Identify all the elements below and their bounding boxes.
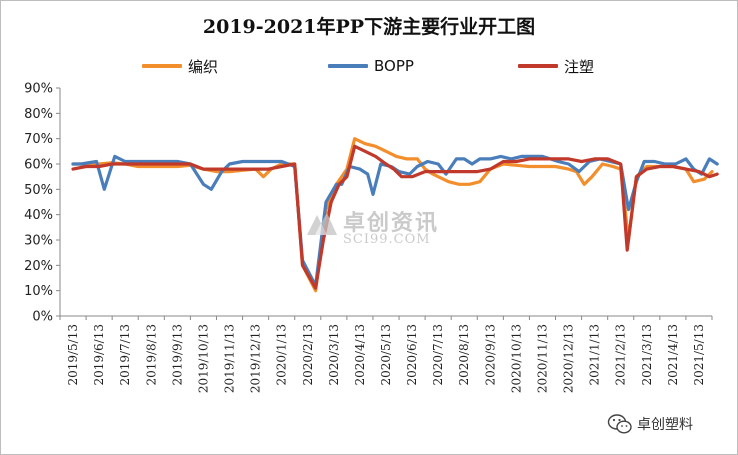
x-tick-label: 2019/9/13 — [170, 324, 184, 386]
watermark-logo-icon — [307, 213, 337, 235]
y-tick-label: 70% — [24, 132, 53, 147]
y-tick-label: 40% — [24, 208, 53, 223]
y-tick-label: 90% — [24, 82, 53, 97]
legend-label-bopp: BOPP — [374, 57, 414, 75]
footer-brand-label: 卓创塑料 — [637, 417, 693, 433]
x-tick-label: 2019/8/13 — [144, 324, 158, 386]
legend-swatch-weaving — [142, 64, 182, 68]
x-tick-label: 2020/5/13 — [379, 324, 393, 386]
x-tick-label: 2020/7/13 — [431, 324, 445, 386]
x-tick-label: 2019/7/13 — [118, 324, 132, 386]
x-tick-label: 2021/2/13 — [614, 324, 628, 386]
x-tick-label: 2020/2/13 — [301, 324, 315, 386]
x-tick-label: 2020/3/13 — [327, 324, 341, 386]
x-tick-label: 2021/5/13 — [692, 324, 706, 386]
y-tick-label: 80% — [24, 107, 53, 122]
y-tick-label: 50% — [24, 183, 53, 198]
legend-swatch-injection — [518, 64, 558, 68]
legend-label-weaving: 编织 — [188, 57, 219, 76]
chart-title: 2019-2021年PP下游主要行业开工图 — [202, 16, 536, 38]
x-tick-label: 2020/12/13 — [562, 324, 576, 393]
x-tick-label: 2021/1/13 — [588, 324, 602, 386]
x-tick-label: 2020/1/13 — [275, 324, 289, 386]
legend-item-bopp: BOPP — [328, 56, 414, 76]
x-tick-label: 2020/8/13 — [457, 324, 471, 386]
x-tick-label: 2019/5/13 — [66, 324, 80, 386]
x-tick-label: 2020/9/13 — [483, 324, 497, 386]
x-tick-label: 2019/6/13 — [92, 324, 106, 386]
x-tick-label: 2019/11/13 — [223, 324, 237, 393]
x-tick-label: 2020/10/13 — [509, 324, 523, 393]
legend-item-weaving: 编织 — [142, 56, 218, 76]
watermark-site: SCI99.COM — [343, 232, 431, 247]
x-tick-label: 2021/4/13 — [666, 324, 680, 386]
y-tick-label: 10% — [24, 284, 53, 299]
x-tick-label: 2020/11/13 — [535, 324, 549, 393]
x-tick-label: 2020/4/13 — [353, 324, 367, 386]
wechat-icon — [607, 414, 632, 434]
footer-brand: 卓创塑料 — [607, 413, 693, 435]
x-tick-label: 2020/6/13 — [405, 324, 419, 386]
y-tick-label: 60% — [24, 158, 53, 173]
x-tick-label: 2019/10/13 — [196, 324, 210, 393]
x-tick-label: 2019/12/13 — [249, 324, 263, 393]
y-tick-label: 0% — [32, 310, 53, 325]
series-line-injection — [71, 144, 719, 290]
chart-legend: 编织 BOPP 注塑 — [0, 56, 738, 76]
legend-label-injection: 注塑 — [564, 57, 595, 76]
legend-item-injection: 注塑 — [518, 56, 594, 76]
watermark-name: 卓创资讯 — [343, 211, 440, 236]
y-tick-label: 20% — [24, 259, 53, 274]
y-tick-label: 30% — [24, 234, 53, 249]
x-tick-label: 2021/3/13 — [640, 324, 654, 386]
legend-swatch-bopp — [328, 64, 368, 68]
